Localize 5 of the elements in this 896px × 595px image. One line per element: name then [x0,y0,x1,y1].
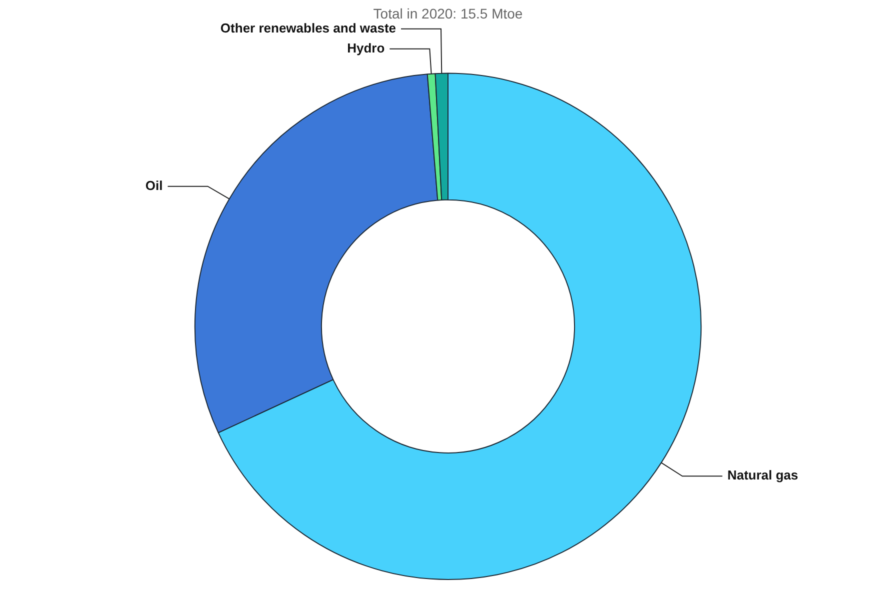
chart-title: Total in 2020: 15.5 Mtoe [373,5,523,22]
slice-label: Other renewables and waste [220,20,396,36]
slice-label: Oil [145,178,163,193]
slice-label: Hydro [347,40,385,56]
slice-label: Natural gas [727,468,798,483]
